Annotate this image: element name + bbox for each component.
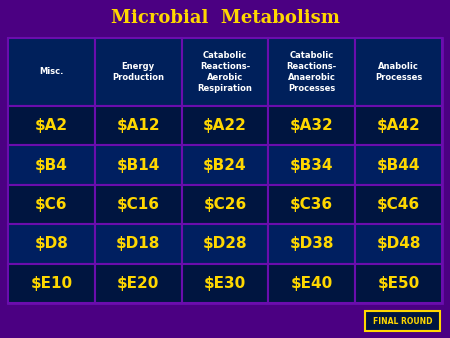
Text: $A32: $A32 xyxy=(290,118,333,133)
Bar xyxy=(182,145,268,185)
Bar xyxy=(8,185,95,224)
Bar xyxy=(8,38,95,106)
Text: Catabolic
Reactions-
Anaerobic
Processes: Catabolic Reactions- Anaerobic Processes xyxy=(287,51,337,93)
Bar xyxy=(268,185,355,224)
Text: FINAL ROUND: FINAL ROUND xyxy=(373,316,432,325)
Text: $E50: $E50 xyxy=(378,276,420,291)
Text: $D38: $D38 xyxy=(289,236,334,251)
Text: Energy
Production: Energy Production xyxy=(112,62,164,82)
Text: $B4: $B4 xyxy=(35,158,68,173)
Text: Catabolic
Reactions-
Aerobic
Respiration: Catabolic Reactions- Aerobic Respiration xyxy=(198,51,252,93)
Bar xyxy=(8,38,442,303)
Bar xyxy=(95,185,182,224)
Bar xyxy=(355,264,442,303)
Text: $B44: $B44 xyxy=(377,158,420,173)
Bar xyxy=(355,224,442,264)
Text: $A42: $A42 xyxy=(377,118,420,133)
Bar xyxy=(268,106,355,145)
Text: $D8: $D8 xyxy=(35,236,68,251)
Text: $A12: $A12 xyxy=(117,118,160,133)
Text: Misc.: Misc. xyxy=(39,68,63,76)
Bar xyxy=(8,224,95,264)
Bar xyxy=(355,185,442,224)
Text: $E10: $E10 xyxy=(30,276,72,291)
Bar xyxy=(355,145,442,185)
Bar xyxy=(95,264,182,303)
Text: $B34: $B34 xyxy=(290,158,333,173)
Bar xyxy=(95,106,182,145)
Bar xyxy=(95,145,182,185)
Text: $D28: $D28 xyxy=(202,236,248,251)
Bar xyxy=(182,38,268,106)
Text: $A2: $A2 xyxy=(35,118,68,133)
Bar xyxy=(182,224,268,264)
Bar xyxy=(182,264,268,303)
Bar xyxy=(8,145,95,185)
Text: Microbial  Metabolism: Microbial Metabolism xyxy=(111,9,339,27)
Text: $C16: $C16 xyxy=(117,197,160,212)
Text: $E20: $E20 xyxy=(117,276,159,291)
Text: $C36: $C36 xyxy=(290,197,333,212)
Text: $E30: $E30 xyxy=(204,276,246,291)
Text: $B24: $B24 xyxy=(203,158,247,173)
Text: $D48: $D48 xyxy=(376,236,421,251)
Bar xyxy=(365,311,440,331)
Text: $D18: $D18 xyxy=(116,236,160,251)
Bar xyxy=(268,224,355,264)
Bar xyxy=(95,38,182,106)
Bar xyxy=(355,38,442,106)
Text: Anabolic
Processes: Anabolic Processes xyxy=(375,62,422,82)
Text: $C6: $C6 xyxy=(35,197,68,212)
Bar xyxy=(8,264,95,303)
Bar xyxy=(95,224,182,264)
Text: $A22: $A22 xyxy=(203,118,247,133)
Text: $E40: $E40 xyxy=(291,276,333,291)
Bar xyxy=(268,145,355,185)
Bar xyxy=(268,264,355,303)
Text: $B14: $B14 xyxy=(117,158,160,173)
Text: $C46: $C46 xyxy=(377,197,420,212)
Bar xyxy=(182,185,268,224)
Bar xyxy=(182,106,268,145)
Bar xyxy=(355,106,442,145)
Bar xyxy=(268,38,355,106)
Bar xyxy=(8,106,95,145)
Text: $C26: $C26 xyxy=(203,197,247,212)
